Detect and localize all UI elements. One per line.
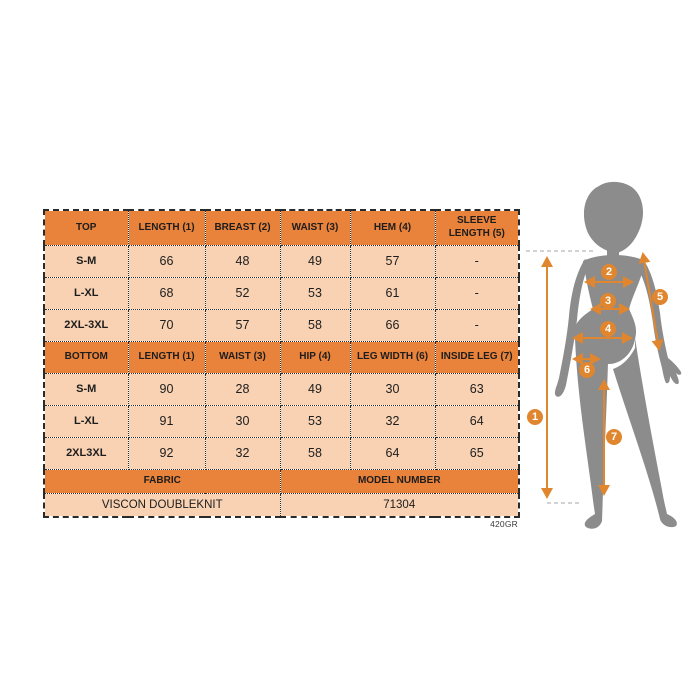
right-leg-shape (613, 338, 677, 528)
row-size-label: S-M (43, 372, 129, 406)
measurement-value: 49 (279, 244, 351, 278)
column-header-length: LENGTH (1) (127, 340, 206, 374)
column-header-length: LENGTH (1) (127, 209, 206, 246)
measurement-value: 70 (127, 308, 206, 342)
measurement-value: 53 (279, 404, 351, 438)
measurement-value: - (434, 308, 520, 342)
table-row: 2XL-3XL 70 57 58 66 - (43, 308, 520, 342)
measurement-value: 57 (204, 308, 281, 342)
measurement-value: 91 (127, 404, 206, 438)
column-header-hip: HIP (4) (279, 340, 351, 374)
measurement-value: 92 (127, 436, 206, 470)
right-arm-shape (636, 259, 682, 385)
size-chart-table: TOP LENGTH (1) BREAST (2) WAIST (3) HEM … (43, 209, 520, 518)
measurement-value: 32 (204, 436, 281, 470)
measurement-value: 53 (279, 276, 351, 310)
measurement-value: 57 (349, 244, 436, 278)
measurement-value: 66 (127, 244, 206, 278)
measure-marker-4: 4 (600, 321, 616, 337)
bottom-header-row: BOTTOM LENGTH (1) WAIST (3) HIP (4) LEG … (43, 340, 520, 374)
measure-marker-7: 7 (606, 429, 622, 445)
measurement-value: 48 (204, 244, 281, 278)
column-header-hem: HEM (4) (349, 209, 436, 246)
column-header-breast: BREAST (2) (204, 209, 281, 246)
row-size-label: S-M (43, 244, 129, 278)
measurement-value: 61 (349, 276, 436, 310)
measure-marker-3: 3 (600, 293, 616, 309)
measurement-value: 49 (279, 372, 351, 406)
measure-marker-6: 6 (579, 362, 595, 378)
measurement-value: - (434, 276, 520, 310)
measurement-value: 52 (204, 276, 281, 310)
measurement-value: - (434, 244, 520, 278)
measurement-value: 32 (349, 404, 436, 438)
measurement-value: 64 (349, 436, 436, 470)
column-header-waist: WAIST (3) (204, 340, 281, 374)
measurement-value: 28 (204, 372, 281, 406)
female-silhouette (554, 181, 682, 529)
head-shape (583, 181, 644, 253)
measurement-value: 66 (349, 308, 436, 342)
fabric-header: FABRIC (43, 468, 281, 494)
column-header-leg-width: LEG WIDTH (6) (349, 340, 436, 374)
measurement-value: 30 (349, 372, 436, 406)
measure-marker-1: 1 (527, 409, 543, 425)
column-header-sleeve-length: SLEEVE LENGTH (5) (434, 209, 520, 246)
measurement-value: 90 (127, 372, 206, 406)
measurement-value: 64 (434, 404, 520, 438)
measurement-value: 68 (127, 276, 206, 310)
measurement-value: 58 (279, 308, 351, 342)
measurement-value: 63 (434, 372, 520, 406)
top-header-row: TOP LENGTH (1) BREAST (2) WAIST (3) HEM … (43, 209, 520, 246)
column-header-top: TOP (43, 209, 129, 246)
table-row: 2XL3XL 92 32 58 64 65 (43, 436, 520, 470)
measurement-value: 65 (434, 436, 520, 470)
row-size-label: 2XL3XL (43, 436, 129, 470)
table-row: L-XL 91 30 53 32 64 (43, 404, 520, 438)
model-number-header: MODEL NUMBER (279, 468, 520, 494)
measure-arrow-5-sleeve (638, 252, 664, 351)
info-value-row: VISCON DOUBLEKNIT 71304 (43, 492, 520, 518)
row-size-label: L-XL (43, 276, 129, 310)
table-row: L-XL 68 52 53 61 - (43, 276, 520, 310)
info-header-row: FABRIC MODEL NUMBER (43, 468, 520, 494)
model-number-value: 71304 (279, 492, 520, 518)
measurement-value: 30 (204, 404, 281, 438)
measure-arrows (541, 252, 664, 499)
column-header-bottom: BOTTOM (43, 340, 129, 374)
guide-lines (526, 250, 593, 504)
measurement-figure: 1 2 3 4 5 6 7 (525, 155, 700, 535)
measure-marker-2: 2 (601, 264, 617, 280)
column-header-waist: WAIST (3) (279, 209, 351, 246)
table-row: S-M 66 48 49 57 - (43, 244, 520, 278)
measure-marker-5: 5 (652, 289, 668, 305)
table-row: S-M 90 28 49 30 63 (43, 372, 520, 406)
measurement-value: 58 (279, 436, 351, 470)
column-header-inside-leg: INSIDE LEG (7) (434, 340, 520, 374)
row-size-label: L-XL (43, 404, 129, 438)
left-arm-shape (554, 259, 590, 397)
row-size-label: 2XL-3XL (43, 308, 129, 342)
weight-note: 420GR (490, 519, 518, 529)
female-silhouette-graphic (526, 181, 682, 529)
fabric-value: VISCON DOUBLEKNIT (43, 492, 281, 518)
